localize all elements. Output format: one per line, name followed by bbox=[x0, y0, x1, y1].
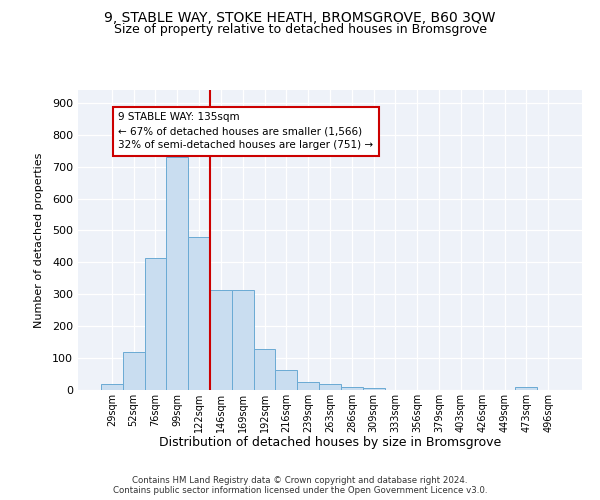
Bar bbox=[232, 290, 254, 390]
Bar bbox=[319, 384, 341, 390]
Bar bbox=[101, 384, 123, 390]
Bar bbox=[254, 348, 275, 390]
Bar bbox=[341, 387, 363, 390]
Text: Contains HM Land Registry data © Crown copyright and database right 2024.
Contai: Contains HM Land Registry data © Crown c… bbox=[113, 476, 487, 495]
Y-axis label: Number of detached properties: Number of detached properties bbox=[34, 152, 44, 328]
Text: Distribution of detached houses by size in Bromsgrove: Distribution of detached houses by size … bbox=[159, 436, 501, 449]
Bar bbox=[275, 370, 297, 390]
Text: 9 STABLE WAY: 135sqm
← 67% of detached houses are smaller (1,566)
32% of semi-de: 9 STABLE WAY: 135sqm ← 67% of detached h… bbox=[118, 112, 373, 150]
Bar bbox=[363, 388, 385, 390]
Bar bbox=[145, 258, 166, 390]
Bar bbox=[188, 237, 210, 390]
Text: 9, STABLE WAY, STOKE HEATH, BROMSGROVE, B60 3QW: 9, STABLE WAY, STOKE HEATH, BROMSGROVE, … bbox=[104, 10, 496, 24]
Bar bbox=[123, 352, 145, 390]
Bar bbox=[210, 290, 232, 390]
Bar bbox=[515, 388, 537, 390]
Text: Size of property relative to detached houses in Bromsgrove: Size of property relative to detached ho… bbox=[113, 22, 487, 36]
Bar bbox=[297, 382, 319, 390]
Bar bbox=[166, 157, 188, 390]
